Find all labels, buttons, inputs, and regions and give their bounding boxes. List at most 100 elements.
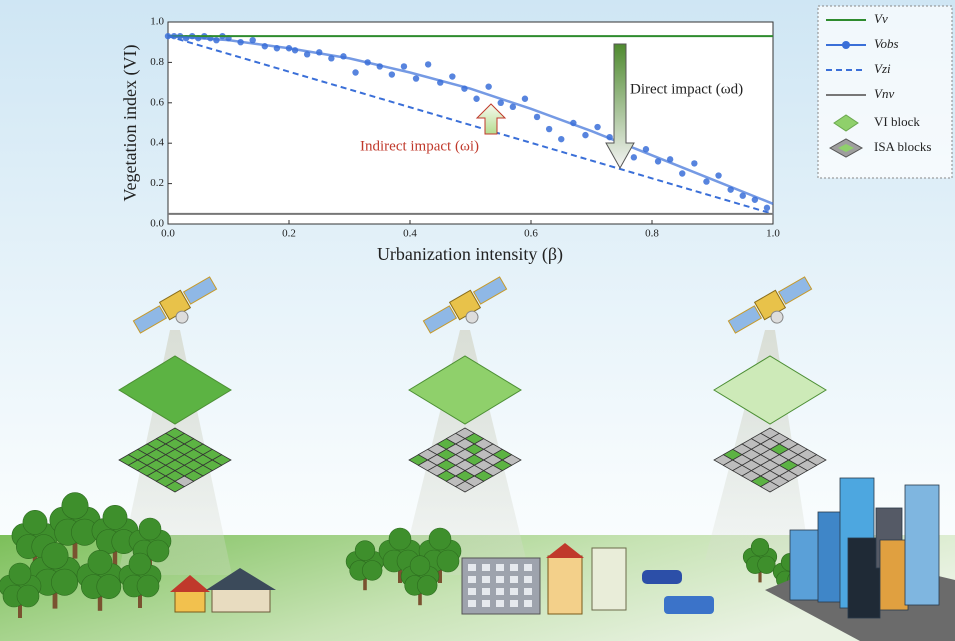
- tree-crown: [61, 492, 89, 520]
- tree-crown: [362, 560, 383, 581]
- legend-label: ISA blocks: [874, 139, 931, 154]
- tree-crown: [354, 540, 376, 561]
- tree-crown: [417, 575, 438, 596]
- satellite-panel: [182, 276, 218, 305]
- y-tick-label: 0.8: [150, 56, 164, 68]
- tree-crown: [428, 527, 452, 551]
- skyscraper: [904, 484, 940, 606]
- tree-crown: [436, 549, 460, 573]
- window: [468, 600, 476, 607]
- point: [509, 103, 517, 111]
- plot: 0.0 0.2 0.4 0.6 0.8 1.0 0.0 0.2 0.4 0.6 0.8 1.0: [150, 16, 780, 240]
- tree-crown: [51, 568, 79, 596]
- direct-label: Direct impact (ωd): [630, 81, 743, 97]
- legend-swatch: [833, 114, 859, 132]
- legend-label: VI block: [874, 114, 920, 129]
- satellite-panel: [777, 276, 813, 305]
- point: [739, 192, 746, 199]
- legend-swatch: [838, 144, 854, 152]
- illustration: [0, 276, 955, 641]
- window: [482, 600, 490, 607]
- window: [510, 600, 518, 607]
- window: [524, 600, 532, 607]
- window: [496, 600, 504, 607]
- satellite-dish: [175, 310, 189, 324]
- window: [468, 588, 476, 595]
- car: [642, 570, 682, 584]
- point: [485, 83, 492, 90]
- point: [703, 178, 710, 185]
- direct-arrow: [605, 43, 635, 170]
- point: [521, 95, 529, 102]
- x-tick-label: 0.8: [645, 228, 659, 240]
- x-tick-label: 0.6: [524, 228, 538, 240]
- satellite: [422, 276, 508, 334]
- building: [591, 547, 627, 611]
- tree-crown: [96, 574, 122, 600]
- isa-cell: [454, 480, 476, 493]
- satellite: [132, 276, 218, 334]
- house: [211, 587, 271, 613]
- vi-block: [408, 355, 522, 425]
- y-tick-label: 0.2: [150, 177, 164, 189]
- window: [510, 588, 518, 595]
- indirect-label: Indirect impact (ωi): [360, 138, 479, 154]
- x-tick-label: 0.0: [161, 228, 175, 240]
- tree-crown: [757, 555, 776, 574]
- satellite-panel: [727, 305, 763, 334]
- window: [510, 564, 518, 571]
- point: [654, 158, 662, 165]
- y-tick-label: 0.4: [150, 137, 164, 149]
- legend-label: Vnv: [874, 86, 894, 101]
- truck: [664, 596, 714, 614]
- x-axis-label: Urbanization intensity (β): [377, 244, 563, 265]
- plot-area: [167, 21, 774, 225]
- tree-crown: [136, 574, 160, 598]
- point: [763, 204, 771, 212]
- roof: [206, 568, 276, 590]
- point: [497, 99, 504, 107]
- window: [524, 564, 532, 571]
- window: [524, 588, 532, 595]
- window: [468, 564, 476, 571]
- point: [679, 170, 686, 177]
- point: [249, 36, 256, 44]
- point: [582, 131, 589, 139]
- point: [400, 63, 408, 70]
- window: [468, 576, 476, 583]
- legend: Vv Vobs Vzi Vnv VI block ISA blocks: [826, 11, 931, 158]
- tree-crown: [138, 517, 162, 541]
- tree-crown: [41, 542, 69, 570]
- satellite-panel: [422, 305, 458, 334]
- window: [496, 588, 504, 595]
- satellite-panel: [132, 305, 168, 334]
- roof: [546, 543, 584, 558]
- legend-label: Vobs: [874, 36, 899, 51]
- isa-cell: [164, 480, 186, 493]
- point: [388, 71, 396, 78]
- tree-crown: [146, 539, 170, 563]
- y-tick-label: 0.0: [150, 218, 164, 230]
- window: [482, 564, 490, 571]
- roof: [170, 575, 210, 592]
- point: [630, 154, 638, 161]
- x-tick-label: 1.0: [766, 228, 780, 240]
- skyscraper: [847, 537, 881, 619]
- satellite: [727, 276, 813, 334]
- skyscraper: [879, 539, 909, 611]
- vi-block: [118, 355, 232, 425]
- series-line: [167, 34, 774, 205]
- window: [524, 576, 532, 583]
- tree-crown: [8, 562, 32, 586]
- point: [642, 146, 650, 153]
- legend-label: Vzi: [874, 61, 891, 76]
- indirect-arrow: [475, 103, 507, 135]
- point: [594, 123, 601, 131]
- legend-label: Vv: [874, 11, 888, 26]
- window: [482, 576, 490, 583]
- tree-crown: [128, 552, 152, 576]
- point: [352, 69, 359, 76]
- point: [558, 135, 565, 143]
- y-tick-label: 1.0: [150, 16, 164, 28]
